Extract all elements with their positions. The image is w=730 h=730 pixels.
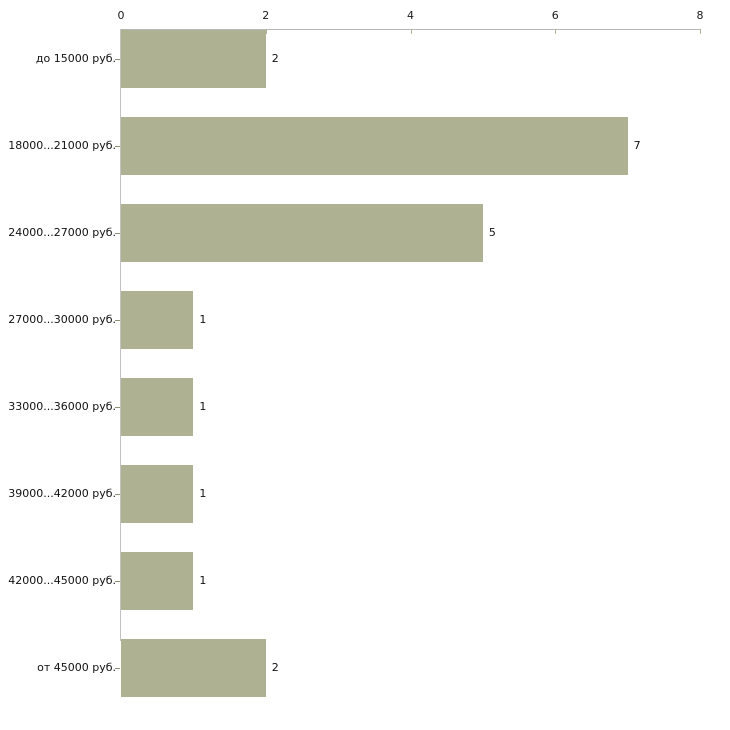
- bar: [121, 639, 266, 697]
- bar: [121, 291, 194, 349]
- y-axis-category-label: 42000...45000 руб.: [8, 574, 116, 587]
- y-axis-tick: [115, 581, 120, 582]
- bar: [121, 552, 194, 610]
- x-axis-tick: [555, 29, 557, 34]
- bar-value-label: 1: [199, 574, 207, 587]
- y-axis-tick: [115, 320, 120, 321]
- y-axis-category-label: 39000...42000 руб.: [8, 487, 116, 500]
- x-axis-tick-label: 8: [696, 9, 704, 22]
- bar-value-label: 2: [271, 52, 279, 65]
- y-axis-category-label: 24000...27000 руб.: [8, 226, 116, 239]
- y-axis-tick: [115, 668, 120, 669]
- x-axis-tick-label: 4: [407, 9, 414, 22]
- bar-value-label: 7: [633, 139, 641, 152]
- y-axis-tick: [115, 146, 120, 147]
- bar: [121, 30, 266, 88]
- bar: [121, 204, 483, 262]
- y-axis-tick: [115, 494, 120, 495]
- x-axis-tick-label: 2: [262, 9, 270, 22]
- y-axis-category-label: 33000...36000 руб.: [8, 400, 116, 413]
- y-axis-line: [120, 29, 121, 641]
- bar: [121, 465, 194, 523]
- x-axis-tick-label: 6: [551, 9, 559, 22]
- x-axis-tick: [700, 29, 701, 34]
- bar-value-label: 1: [199, 487, 207, 500]
- bar: [121, 378, 194, 436]
- bar-value-label: 1: [199, 313, 207, 326]
- y-axis-category-label: от 45000 руб.: [37, 661, 116, 674]
- bar-value-label: 1: [199, 400, 207, 413]
- bar-value-label: 2: [271, 661, 279, 674]
- y-axis-tick: [115, 59, 120, 60]
- x-axis-tick-label: 0: [117, 9, 125, 22]
- bar-value-label: 5: [488, 226, 496, 239]
- x-axis-tick: [265, 29, 267, 34]
- y-axis-category-label: 27000...30000 руб.: [8, 313, 116, 326]
- y-axis-category-label: до 15000 руб.: [35, 52, 116, 65]
- bar: [121, 117, 628, 175]
- y-axis-tick: [115, 233, 120, 234]
- x-axis-tick: [410, 29, 412, 34]
- y-axis-tick: [115, 407, 120, 408]
- y-axis-category-label: 18000...21000 руб.: [8, 139, 116, 152]
